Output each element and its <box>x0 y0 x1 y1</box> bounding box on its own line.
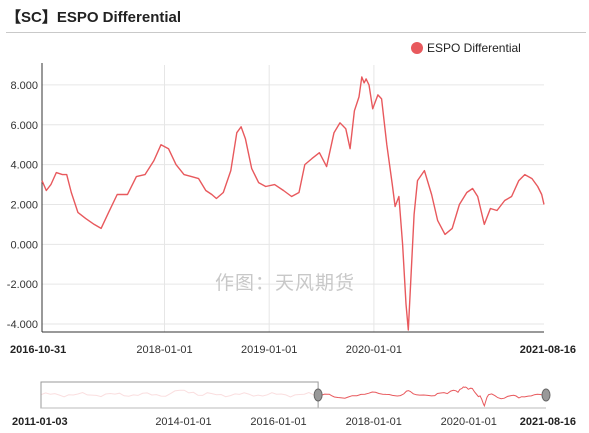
x-tick-label: 2020-01-01 <box>346 344 402 356</box>
legend-dot-icon <box>411 42 423 54</box>
navigator-tick-label: 2016-01-01 <box>250 416 306 428</box>
navigator-tick-label: 2014-01-01 <box>155 416 211 428</box>
navigator-tick-label: 2011-01-03 <box>12 416 68 428</box>
watermark: 作图：天风期货 <box>215 272 356 294</box>
y-tick-label: -2.000 <box>7 279 38 291</box>
handle-grip-icon <box>313 388 323 402</box>
title-divider <box>6 32 586 33</box>
y-tick-label: 4.000 <box>10 160 38 172</box>
x-tick-label: 2016-10-31 <box>10 344 66 356</box>
x-tick-label: 2019-01-01 <box>241 344 297 356</box>
x-tick-label: 2018-01-01 <box>136 344 192 356</box>
x-tick-label: 2021-08-16 <box>520 344 576 356</box>
y-tick-label: -4.000 <box>7 319 38 331</box>
navigator-left-handle[interactable] <box>313 388 323 402</box>
navigator-tick-label: 2020-01-01 <box>441 416 497 428</box>
navigator-selection-window[interactable] <box>40 381 319 409</box>
legend-label: ESPO Differential <box>427 41 521 55</box>
navigator-right-handle[interactable] <box>541 388 551 402</box>
chart-title: 【SC】ESPO Differential <box>6 9 182 26</box>
y-tick-label: 8.000 <box>10 80 38 92</box>
y-tick-label: 0.000 <box>10 239 38 251</box>
series-line-espo-differential[interactable] <box>41 76 545 331</box>
y-tick-label: 2.000 <box>10 199 38 211</box>
y-tick-label: 6.000 <box>10 120 38 132</box>
navigator-tick-label: 2018-01-01 <box>346 416 402 428</box>
legend[interactable]: ESPO Differential <box>411 41 521 55</box>
handle-grip-icon <box>541 388 551 402</box>
navigator-series-line <box>317 386 547 408</box>
navigator-tick-label: 2021-08-16 <box>520 416 576 428</box>
